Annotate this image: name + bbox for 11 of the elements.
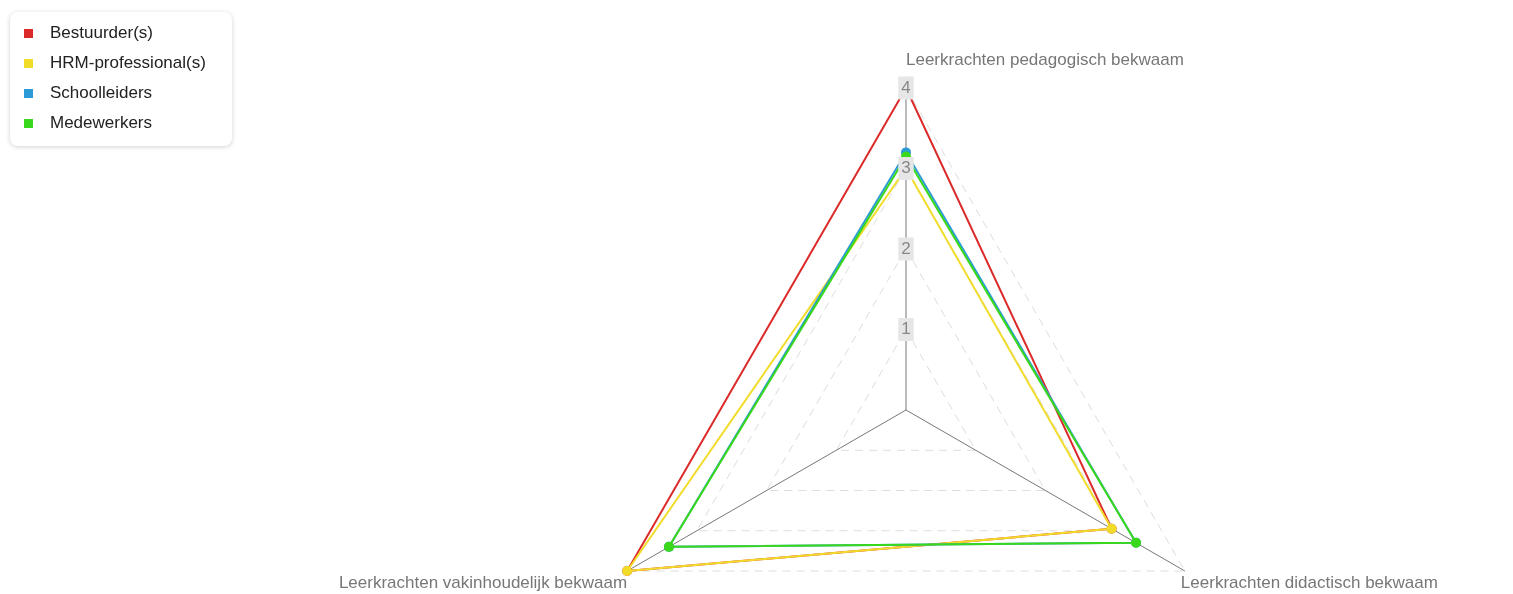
- y-tick-label: 1: [901, 319, 911, 339]
- y-tick-label: 3: [901, 158, 911, 178]
- y-tick-label: 2: [901, 238, 911, 258]
- spoke-label: Leerkrachten pedagogisch bekwaam: [906, 49, 1184, 69]
- legend-label: Bestuurder(s): [50, 23, 153, 43]
- legend-label: HRM-professional(s): [50, 53, 206, 73]
- legend-label: Schoolleiders: [50, 83, 153, 103]
- spoke-label: Leerkrachten vakinhoudelijk bekwaam: [338, 572, 628, 592]
- legend-label: Medewerkers: [50, 113, 153, 133]
- spoke-label: Leerkrachten didactisch bekwaam: [1180, 572, 1438, 592]
- y-tick-label: 4: [901, 77, 911, 97]
